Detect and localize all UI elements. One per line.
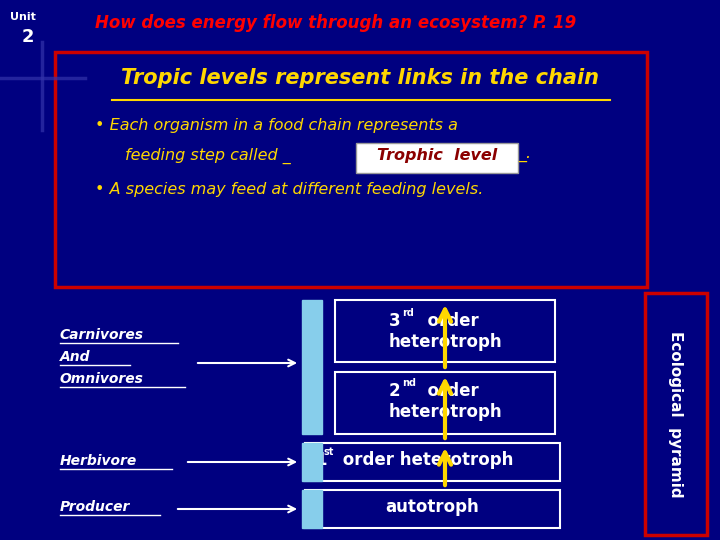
Text: Producer: Producer bbox=[60, 500, 130, 514]
Text: heterotroph: heterotroph bbox=[388, 333, 502, 351]
Text: • Each organism in a food chain represents a: • Each organism in a food chain represen… bbox=[95, 118, 458, 133]
Text: order: order bbox=[416, 312, 479, 330]
FancyBboxPatch shape bbox=[305, 443, 560, 481]
Text: • A species may feed at different feeding levels.: • A species may feed at different feedin… bbox=[95, 182, 483, 197]
FancyBboxPatch shape bbox=[356, 143, 518, 173]
Text: nd: nd bbox=[402, 378, 416, 388]
Text: _.: _. bbox=[518, 148, 531, 163]
FancyBboxPatch shape bbox=[305, 490, 560, 528]
Text: autotroph: autotroph bbox=[385, 498, 479, 516]
Text: order heterotroph: order heterotroph bbox=[337, 451, 513, 469]
Text: st: st bbox=[323, 447, 333, 457]
Text: Carnivores: Carnivores bbox=[60, 328, 144, 342]
Text: Ecological  pyramid: Ecological pyramid bbox=[668, 330, 683, 497]
Text: 3: 3 bbox=[388, 312, 400, 330]
Text: How does energy flow through an ecosystem? P. 19: How does energy flow through an ecosyste… bbox=[95, 14, 576, 32]
Text: heterotroph: heterotroph bbox=[388, 403, 502, 421]
Text: rd: rd bbox=[402, 308, 414, 318]
Text: Omnivores: Omnivores bbox=[60, 372, 144, 386]
Text: feeding step called _: feeding step called _ bbox=[125, 148, 291, 164]
Text: order: order bbox=[416, 382, 479, 400]
FancyBboxPatch shape bbox=[335, 372, 555, 434]
Text: And: And bbox=[60, 350, 91, 364]
FancyBboxPatch shape bbox=[335, 300, 555, 362]
Bar bbox=[302, 443, 322, 481]
FancyBboxPatch shape bbox=[645, 293, 707, 535]
Text: 2: 2 bbox=[388, 382, 400, 400]
Text: Unit: Unit bbox=[10, 12, 36, 22]
Text: Trophic  level: Trophic level bbox=[377, 148, 497, 163]
Bar bbox=[302, 300, 322, 434]
Text: 2: 2 bbox=[22, 28, 35, 46]
Text: 1: 1 bbox=[315, 451, 326, 469]
Text: Herbivore: Herbivore bbox=[60, 454, 138, 468]
Text: Tropic levels represent links in the chain: Tropic levels represent links in the cha… bbox=[121, 68, 599, 88]
FancyBboxPatch shape bbox=[55, 52, 647, 287]
Bar bbox=[302, 490, 322, 528]
